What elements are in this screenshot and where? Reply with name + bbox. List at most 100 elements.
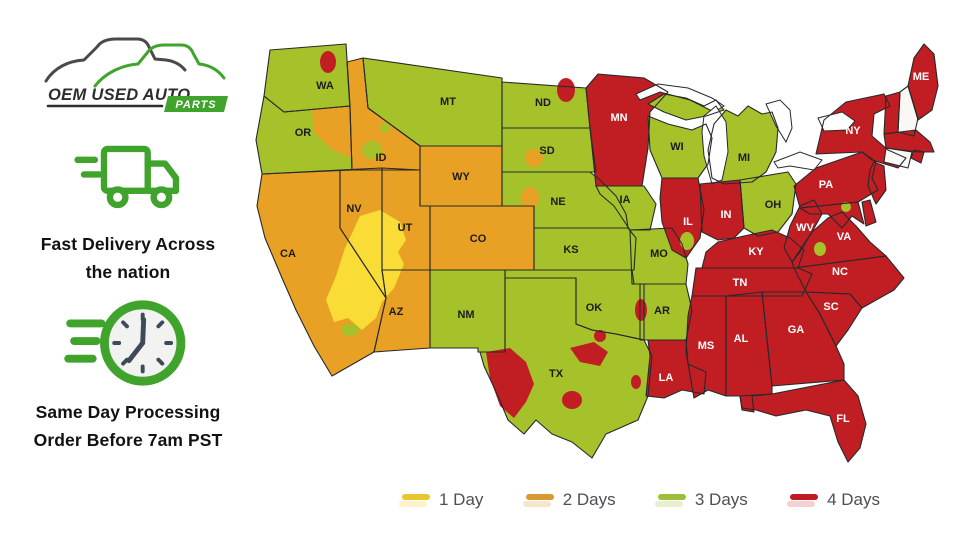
state-ks [534,228,636,270]
fast-delivery-line2: the nation [85,262,171,282]
state-border-wi [647,115,713,179]
state-border-az [373,269,431,353]
truck-wheel [106,186,129,209]
state-border-ny [815,93,907,169]
state-label-va: VA [837,231,852,243]
legend-swatch-icon [787,493,819,507]
state-wa [264,44,350,112]
region-id-region-2 [380,123,390,133]
legend-swatch-icon [399,493,430,507]
gray-car-outline-icon [44,37,187,83]
same-day-clock-icon [64,300,186,386]
state-border-mo [629,227,689,285]
state-label-ca: CA [280,248,296,260]
region-or-region [312,106,352,158]
legend-label: 3 Days [694,490,748,509]
state-me [908,44,938,120]
state-label-al: AL [734,333,749,345]
state-ar [640,284,692,340]
state-label-sc: SC [823,301,838,313]
state-label-or: OR [295,127,312,139]
state-border-ks [533,227,637,271]
state-label-ny: NY [845,125,861,137]
region-wa-region [320,51,336,73]
state-label-mi: MI [738,152,750,164]
state-label-nc: NC [832,266,848,278]
delivery-truck-icon [74,145,180,209]
state-co [430,206,534,270]
state-label-mn: MN [610,112,627,124]
state-ga [762,292,844,386]
legend-label: 4 Days [827,490,880,509]
legend-label: 2 Days [562,490,616,509]
state-nc [794,256,904,308]
region-ar-region [635,299,647,321]
state-border-mi [647,93,779,185]
region-sd-region [525,149,543,167]
clock-ticks [112,312,174,374]
same-day-line2: Order Before 7am PST [33,430,223,450]
legend-item-1-day: 1 Day [399,490,484,510]
legend-swatch-icon [654,493,686,507]
state-nh [898,86,918,136]
same-day-text: Same Day Processing Order Before 7am PST [10,398,246,454]
state-label-me: ME [913,71,930,83]
state-label-oh: OH [765,199,782,211]
region-wv-region [814,242,826,256]
state-sc [806,292,862,346]
brand-logo: OEM USED AUTO PARTS [44,37,228,112]
region-dc-region [841,202,851,212]
state-mt [363,58,502,146]
great-lake [773,151,823,171]
region-az-region [341,324,359,336]
same-day-line1: Same Day Processing [35,402,221,422]
state-label-id: ID [376,152,387,164]
state-label-wv: WV [796,222,814,234]
state-label-mt: MT [440,96,456,108]
legend-swatch-icon [522,493,554,507]
state-wi [648,116,712,178]
legend-label: 1 Day [439,490,484,509]
state-border-de [861,199,877,227]
legend-item-2-days: 2 Days [522,490,616,510]
great-lake [765,99,793,144]
state-border-ky [701,229,805,269]
state-border-nh [897,85,919,137]
state-tx [480,278,652,458]
legend-item-4-days: 4 Days [787,490,880,510]
state-tn [692,268,812,296]
state-pa [794,152,878,208]
state-label-sd: SD [539,145,554,157]
state-ma [884,130,934,152]
state-in [700,180,744,240]
state-de [862,200,876,226]
state-label-ne: NE [550,196,565,208]
green-car-outline-icon [93,43,226,88]
clock-hands [126,317,147,364]
state-border-sd [501,127,597,173]
state-label-mo: MO [650,248,668,260]
state-sd [502,128,596,172]
region-tx-central-3 [562,391,582,409]
state-oh [740,172,796,236]
state-label-co: CO [470,233,487,245]
legend: 1 Day 2 Days 3 Days 4 Days [399,490,880,510]
region-tx-central-1 [570,342,608,366]
state-label-ga: GA [788,324,805,336]
state-border-nj [867,161,887,205]
state-label-il: IL [683,216,693,228]
state-ms [686,296,726,398]
state-label-wa: WA [316,80,334,92]
brand-badge-text: PARTS [175,99,216,111]
state-wy [420,146,502,206]
state-label-ia: IA [620,194,631,206]
state-label-ky: KY [748,246,764,258]
state-label-ut: UT [398,222,413,234]
region-vegas-zone [326,210,406,330]
state-border-ct [883,147,913,169]
state-fl [740,380,866,462]
state-label-ar: AR [654,305,670,317]
state-ct [884,148,912,168]
